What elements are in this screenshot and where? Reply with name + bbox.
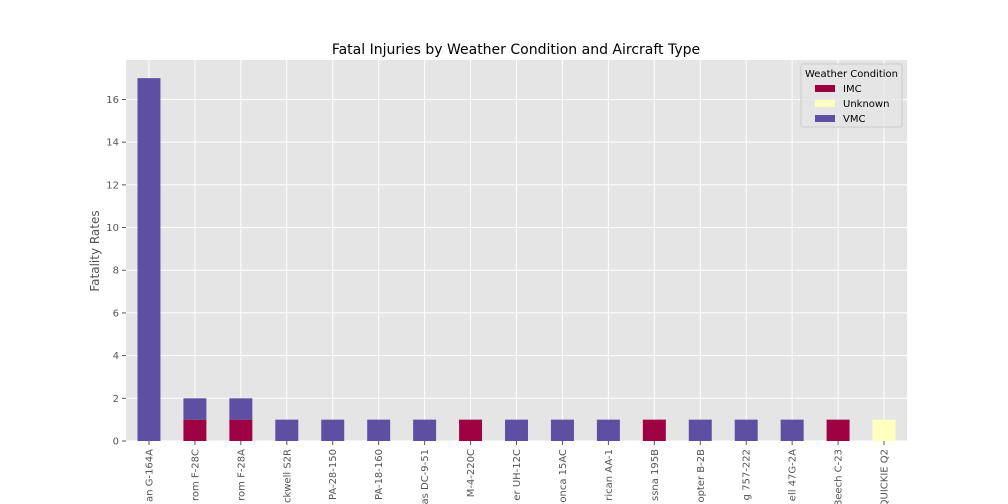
x-tick-label: ckwell S2R [282, 449, 293, 503]
y-tick-label: 12 [106, 180, 119, 191]
bar-segment [826, 419, 850, 441]
bar-segment [734, 419, 758, 441]
y-axis: 0 2 4 6 8 10 12 14 16 [106, 95, 126, 448]
x-axis: an G-164A rom F-28C rom F-28A ckwell S2R PA-… [144, 441, 891, 504]
x-tick-label: ssna 195B [650, 449, 661, 501]
x-tick-label: as DC-9-51 [420, 449, 431, 504]
bar-segment [459, 419, 483, 441]
x-tick-label: PA-28-150 [328, 449, 339, 500]
bar-segment [505, 419, 528, 441]
bar-segment [321, 419, 345, 441]
legend-label: VMC [843, 114, 865, 125]
chart-title: Fatal Injuries by Weather Condition and … [332, 42, 700, 58]
y-axis-title: Fatality Rates [88, 210, 102, 291]
legend-swatch [815, 115, 835, 122]
bars [137, 78, 896, 442]
x-tick-label: rican AA-1 [604, 449, 615, 501]
bar-segment [137, 78, 161, 442]
x-tick-label: an G-164A [144, 449, 155, 502]
bar-segment [872, 419, 896, 441]
legend-label: IMC [843, 84, 862, 95]
bar-segment [780, 419, 804, 441]
y-tick-label: 14 [106, 138, 119, 149]
legend-box [800, 63, 903, 128]
x-tick-label: QUICKIE Q2 [880, 449, 891, 504]
y-tick-label: 2 [113, 394, 119, 405]
x-tick-label: rom F-28C [190, 449, 201, 501]
x-tick-label: rom F-28A [236, 449, 247, 501]
y-tick-label: 16 [106, 95, 119, 106]
y-tick-label: 0 [113, 437, 119, 448]
x-tick-label: opter B-2B [696, 449, 707, 503]
bar-segment [229, 419, 253, 441]
bar-segment [550, 419, 574, 441]
x-tick-label: er UH-12C [512, 449, 523, 501]
y-tick-label: 10 [106, 223, 119, 234]
bar-segment [688, 419, 712, 441]
legend-title: Weather Condition [805, 69, 898, 80]
y-tick-label: 4 [113, 351, 119, 362]
legend-label: Unknown [843, 99, 889, 110]
y-tick-label: 6 [113, 308, 119, 319]
bar-segment [413, 419, 437, 441]
bar-segment [642, 419, 666, 441]
x-tick-label: Beech C-23 [834, 449, 845, 504]
bar-segment [183, 398, 207, 420]
legend-swatch [815, 100, 835, 107]
legend: Weather Condition IMC Unknown VMC [800, 63, 903, 128]
x-tick-label: ell 47G-2A [788, 449, 799, 501]
bar-segment [367, 419, 391, 441]
x-tick-label: M-4-220C [466, 449, 477, 497]
x-tick-label: PA-18-160 [374, 449, 385, 500]
bar-segment [183, 419, 207, 441]
x-tick-label: onca 15AC [558, 449, 569, 503]
bar-segment [229, 398, 253, 420]
x-tick-label: g 757-222 [742, 449, 753, 500]
bar-segment [596, 419, 620, 441]
legend-swatch [815, 85, 835, 92]
bar-segment [275, 419, 299, 441]
y-tick-label: 8 [113, 266, 119, 277]
